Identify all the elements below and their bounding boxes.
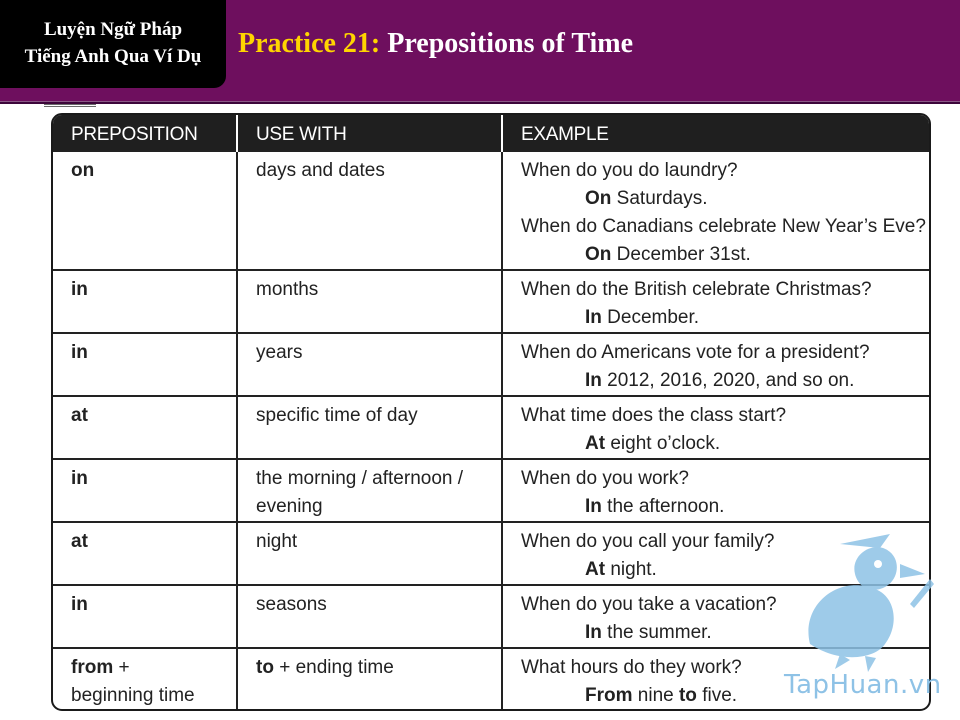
column-header-example: EXAMPLE <box>501 115 929 151</box>
example-question: When do Canadians celebrate New Year’s E… <box>521 216 926 237</box>
title-main: Prepositions of Time <box>387 28 634 59</box>
prepositions-table: PREPOSITION USE WITH EXAMPLE on days and… <box>51 113 931 711</box>
preposition-cell: in <box>53 269 237 333</box>
example-answer: At night. <box>585 559 657 580</box>
example-cell: When do you do laundry? On Saturdays. Wh… <box>501 150 929 270</box>
example-cell: When do Americans vote for a president? … <box>501 332 929 396</box>
example-answer: On Saturdays. <box>585 188 708 209</box>
use-with-cell: days and dates <box>236 150 502 270</box>
preposition-cell: at <box>53 521 237 585</box>
use-with-cell: seasons <box>236 584 502 648</box>
corner-label-line1: Luyện Ngữ Pháp <box>43 19 183 40</box>
page-title: Practice 21: Prepositions of Time <box>238 28 633 68</box>
use-with-cell: months <box>236 269 502 333</box>
header-bar: Luyện Ngữ Pháp Tiếng Anh Qua Ví Dụ Pract… <box>0 0 960 104</box>
example-question: What time does the class start? <box>521 405 787 426</box>
decorative-divider <box>44 104 96 107</box>
table-row: at night When do you call your family? A… <box>53 521 929 585</box>
use-with-cell: to + ending time <box>236 647 502 709</box>
table-row: in years When do Americans vote for a pr… <box>53 332 929 396</box>
logo-text: TapHuan.vn <box>784 670 942 700</box>
bird-logo-icon <box>808 534 934 672</box>
preposition-cell: on <box>53 150 237 270</box>
use-with-cell: specific time of day <box>236 395 502 459</box>
preposition-cell: from + beginning time <box>53 647 237 709</box>
corner-label-line2: Tiếng Anh Qua Ví Dụ <box>24 46 202 67</box>
table-row: in the morning / afternoon / evening Whe… <box>53 458 929 522</box>
use-with-cell: night <box>236 521 502 585</box>
use-with-cell: years <box>236 332 502 396</box>
example-answer: In 2012, 2016, 2020, and so on. <box>585 370 855 391</box>
title-prefix: Practice 21: <box>238 28 381 59</box>
example-question: When do you call your family? <box>521 531 775 552</box>
corner-label: Luyện Ngữ Pháp Tiếng Anh Qua Ví Dụ <box>0 0 226 88</box>
example-cell: When do you work? In the afternoon. <box>501 458 929 522</box>
example-answer: In December. <box>585 307 700 328</box>
example-answer: On December 31st. <box>585 244 751 265</box>
preposition-cell: at <box>53 395 237 459</box>
table-row: on days and dates When do you do laundry… <box>53 150 929 270</box>
example-cell: What time does the class start? At eight… <box>501 395 929 459</box>
example-question: When do you take a vacation? <box>521 594 777 615</box>
example-answer: From nine to five. <box>585 685 738 706</box>
table-row: at specific time of day What time does t… <box>53 395 929 459</box>
example-question: When do you work? <box>521 468 689 489</box>
example-answer: In the summer. <box>585 622 712 643</box>
example-question: When do the British celebrate Christmas? <box>521 279 872 300</box>
preposition-cell: in <box>53 584 237 648</box>
example-question: What hours do they work? <box>521 657 742 678</box>
use-with-cell: the morning / afternoon / evening <box>236 458 502 522</box>
preposition-cell: in <box>53 458 237 522</box>
table-row: from + beginning time to + ending time W… <box>53 647 929 709</box>
column-header-use-with: USE WITH <box>236 115 502 151</box>
example-answer: At eight o’clock. <box>585 433 721 454</box>
table-row: in months When do the British celebrate … <box>53 269 929 333</box>
preposition-cell: in <box>53 332 237 396</box>
column-header-preposition: PREPOSITION <box>71 123 198 145</box>
example-question: When do you do laundry? <box>521 160 738 181</box>
example-cell: When do the British celebrate Christmas?… <box>501 269 929 333</box>
example-answer: In the afternoon. <box>585 496 725 517</box>
example-cell: What hours do they work? From nine to fi… <box>501 647 929 709</box>
example-question: When do Americans vote for a president? <box>521 342 870 363</box>
table-header-row: PREPOSITION USE WITH EXAMPLE <box>53 115 929 151</box>
